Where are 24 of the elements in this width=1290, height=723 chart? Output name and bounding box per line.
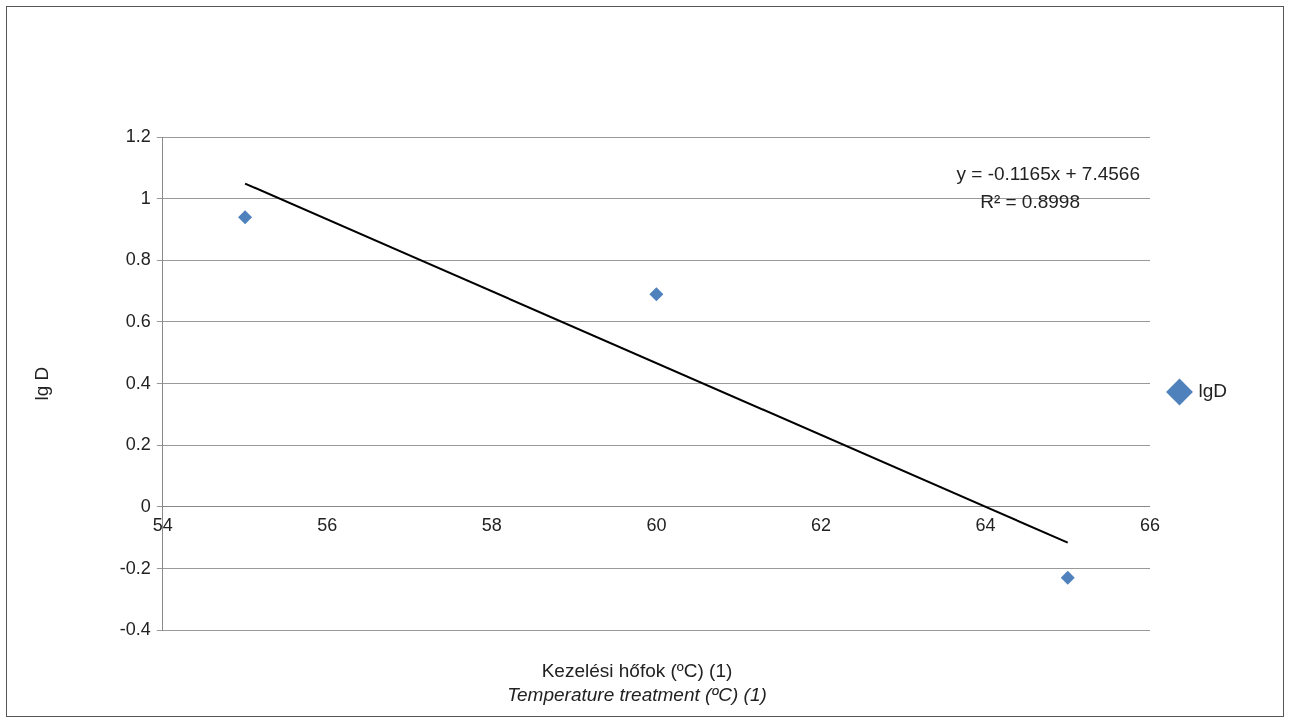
y-tick-label: 1 bbox=[140, 187, 151, 208]
x-tick-label: 62 bbox=[810, 514, 831, 535]
x-tick-label: 66 bbox=[1139, 514, 1161, 535]
point bbox=[1060, 570, 1075, 585]
x-tick-label: 54 bbox=[152, 514, 173, 535]
x-tick-label: 64 bbox=[975, 514, 996, 535]
annotation: y = -0.1165x + 7.4566 bbox=[956, 162, 1140, 184]
y-tick-label: -0.4 bbox=[119, 619, 151, 640]
point bbox=[238, 210, 253, 225]
y-tick-label: 0.8 bbox=[125, 249, 151, 270]
x-tick-label: 60 bbox=[646, 514, 667, 535]
y-tick-label: 0 bbox=[140, 495, 151, 516]
y-tick-label: -0.2 bbox=[119, 557, 151, 578]
annotation: R² = 0.8998 bbox=[980, 190, 1080, 212]
point bbox=[649, 287, 664, 302]
y-tick-label: 0.2 bbox=[125, 434, 151, 455]
y-axis-title: lg D bbox=[30, 366, 52, 401]
y-tick-label: 1.2 bbox=[125, 125, 151, 146]
x-tick-label: 56 bbox=[317, 514, 338, 535]
x-axis-title: Kezelési hőfok (ºC) (1) Temperature treatment (ºC) (1) bbox=[506, 659, 768, 707]
y-tick-label: 0.4 bbox=[125, 372, 151, 393]
x-tick-label: 58 bbox=[481, 514, 502, 535]
legend-label: lgD bbox=[1198, 380, 1228, 402]
y-tick-label: 0.6 bbox=[125, 310, 151, 331]
